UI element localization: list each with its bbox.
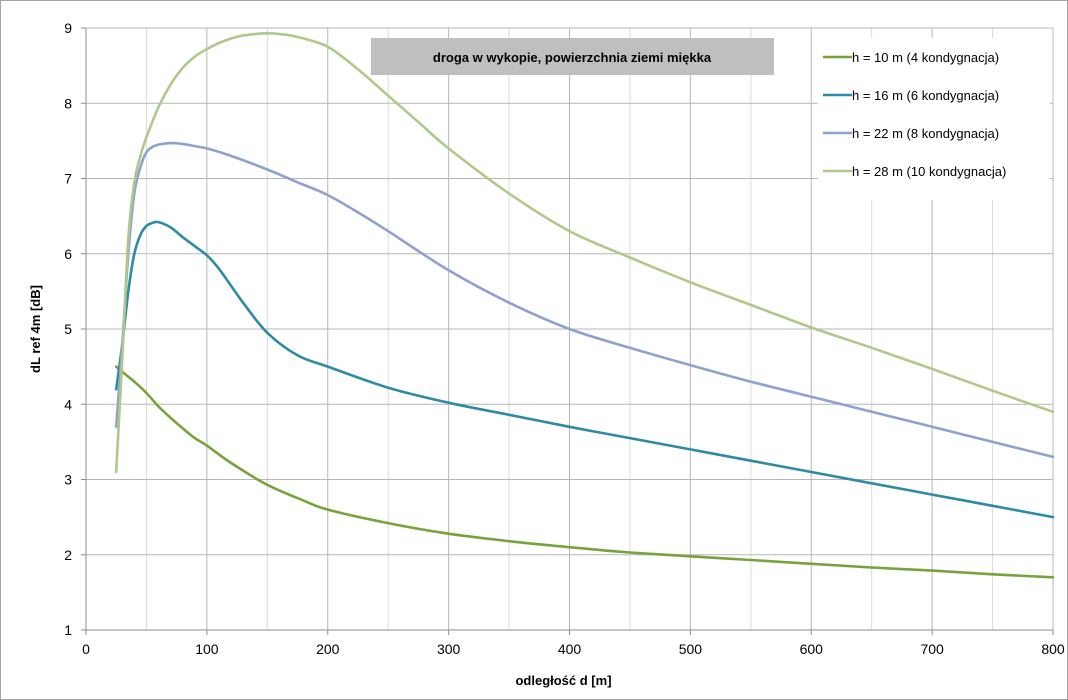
y-tick-label: 1 bbox=[64, 622, 72, 638]
y-tick-label: 9 bbox=[64, 20, 72, 36]
x-tick-label: 700 bbox=[920, 641, 944, 657]
series-line-1 bbox=[114, 365, 1055, 579]
chart-title: droga w wykopie, powierzchnia ziemi mięk… bbox=[433, 50, 712, 65]
y-tick-label: 6 bbox=[64, 246, 72, 262]
series-line-4 bbox=[114, 31, 1055, 474]
series-line-2 bbox=[114, 220, 1055, 519]
legend-label-2: h = 16 m (6 kondygnacja) bbox=[852, 88, 999, 103]
x-axis-title: odległość d [m] bbox=[515, 673, 611, 688]
x-tick-label: 100 bbox=[195, 641, 219, 657]
y-tick-label: 8 bbox=[64, 95, 72, 111]
y-tick-label: 3 bbox=[64, 472, 72, 488]
x-tick-label: 300 bbox=[437, 641, 461, 657]
legend-label-1: h = 10 m (4 kondygnacja) bbox=[852, 50, 999, 65]
x-tick-label: 200 bbox=[316, 641, 340, 657]
legend-label-3: h = 22 m (8 kondygnacja) bbox=[852, 126, 999, 141]
x-tick-label: 600 bbox=[800, 641, 824, 657]
y-tick-label: 5 bbox=[64, 321, 72, 337]
title-box bbox=[371, 38, 774, 75]
y-axis-title: dL ref 4m [dB] bbox=[28, 285, 43, 373]
x-tick-label: 800 bbox=[1041, 641, 1065, 657]
y-tick-label: 7 bbox=[64, 171, 72, 187]
y-tick-label: 2 bbox=[64, 547, 72, 563]
y-tick-label: 4 bbox=[64, 396, 72, 412]
x-tick-label: 500 bbox=[679, 641, 703, 657]
legend-label-4: h = 28 m (10 kondygnacja) bbox=[852, 164, 1006, 179]
x-tick-label: 400 bbox=[558, 641, 582, 657]
legend-box bbox=[818, 38, 1050, 200]
series-line-3 bbox=[114, 141, 1055, 459]
x-tick-label: 0 bbox=[82, 641, 90, 657]
